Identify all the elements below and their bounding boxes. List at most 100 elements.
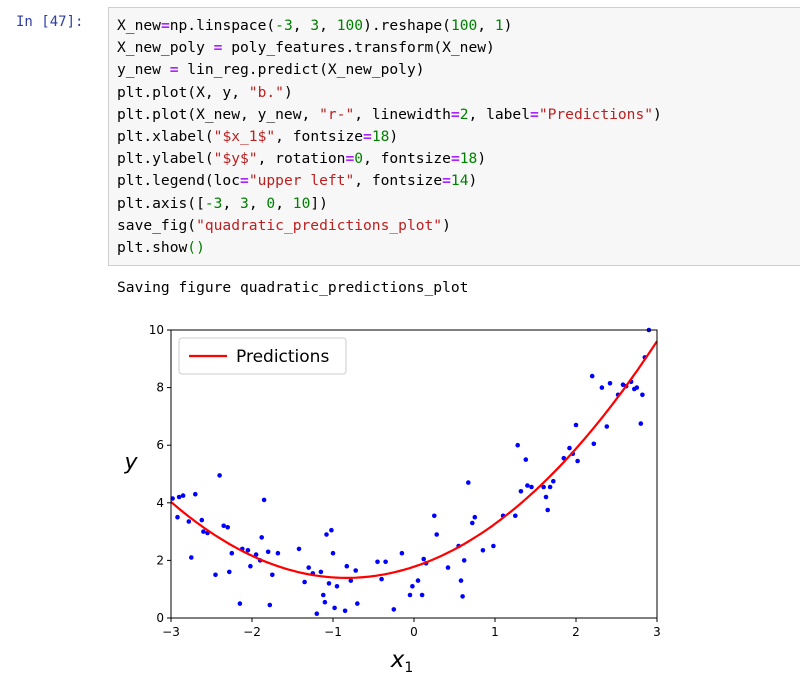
quadratic-predictions-chart: −3 −2 −1 0 1 2 3 0 2 4 6 8 10 y x1 Predictions [123,323,661,675]
code-line: y_new = lin_reg.predict(X_new_poly) [117,61,425,78]
data-point [419,592,425,598]
data-point [330,550,336,556]
data-point [321,592,326,598]
data-point [399,550,405,556]
data-point [470,520,475,526]
code-line: plt.ylabel("$y$", rotation=0, fontsize=1… [117,150,486,167]
data-point [375,559,380,565]
code-token: plt.legend(loc [117,172,241,190]
data-point [306,565,312,570]
data-point [525,483,530,488]
data-point [543,494,549,500]
code-token: , [222,194,241,212]
code-editor[interactable]: X_new=np.linspace(-3, 3, 100).reshape(10… [117,15,662,259]
code-token: X_new_poly [117,39,214,57]
code-token: 3 [310,17,320,34]
code-token: "b." [248,83,284,101]
code-token: ).reshape( [363,17,451,34]
data-point [201,529,206,534]
x-tick-label: 3 [653,625,661,639]
output-text: Saving figure quadratic_predictions_plot [117,279,469,296]
code-line: X_new_poly = poly_features.transform(X_n… [117,39,495,56]
data-point [199,517,205,523]
code-token: save_fig( [117,216,197,234]
y-tick-label: 2 [156,553,164,567]
code-token: plt.plot(X, y, [117,83,249,101]
code-token: ) [477,150,487,168]
data-point [567,445,572,451]
code-token: 18 [371,128,390,146]
data-point [322,599,328,605]
code-token: = [240,172,249,190]
data-point [344,563,350,569]
data-point [379,576,384,582]
code-token: ) [468,172,478,190]
code-token: = [530,105,539,123]
code-token: "Predictions" [538,105,654,123]
data-point [265,549,271,555]
code-token: ) [503,17,513,34]
data-point [638,421,644,426]
data-point [518,489,524,494]
code-token: 0 [354,150,364,168]
data-point [407,592,413,598]
code-token: 2 [459,105,469,123]
data-point [261,497,267,503]
data-point [607,381,613,386]
data-point [547,484,553,490]
data-point [296,546,302,552]
code-line: plt.axis([-3, 3, 0, 10]) [117,195,328,212]
data-point [599,385,605,390]
data-point [460,594,465,599]
code-token: "quadratic_predictions_plot" [196,216,443,234]
code-cell[interactable]: X_new=np.linspace(-3, 3, 100).reshape(10… [108,7,800,266]
data-point [213,572,218,578]
data-point [229,550,235,556]
data-point [573,422,579,428]
data-point [421,556,427,562]
code-token: ) [389,128,399,146]
data-point [189,555,194,560]
y-tick-label: 10 [149,323,164,337]
data-point [355,601,360,606]
data-point [217,473,222,478]
code-token: , [319,17,337,34]
code-token: = [450,105,460,123]
code-token: poly_features.transform(X_new) [222,39,495,57]
data-point [445,565,451,570]
data-point [434,532,440,537]
data-point [253,552,259,557]
code-token: = [442,172,451,190]
code-token: "r-" [319,105,355,123]
data-point [472,514,478,520]
code-token: 0 [266,194,276,212]
data-point [329,527,334,533]
code-token: , linewidth [354,105,451,123]
data-point [515,442,520,448]
code-line: plt.plot(X_new, y_new, "r-", linewidth=2… [117,106,662,123]
data-point [541,484,546,490]
code-token: 10 [292,194,311,212]
data-point [302,579,307,585]
data-point [245,548,251,553]
code-line: plt.show() [117,239,205,256]
code-token: -3 [204,194,223,212]
code-token: "$x_1$" [213,128,276,146]
data-point [175,514,180,520]
code-token: 1 [494,17,504,34]
data-point [591,441,597,447]
data-point [348,578,354,583]
code-line: X_new=np.linspace(-3, 3, 100).reshape(10… [117,17,512,34]
x-tick-label: −1 [324,625,342,639]
data-point [324,532,329,537]
x-axis-label: x1 [390,647,414,675]
data-point [353,568,359,573]
x-tick-label: 0 [410,625,418,639]
data-point [575,458,580,464]
code-line: plt.xlabel("$x_1$", fontsize=18) [117,128,398,145]
data-point [466,480,471,485]
data-point [513,513,518,519]
data-point [604,424,610,429]
data-point [415,578,421,583]
data-point [193,491,198,497]
